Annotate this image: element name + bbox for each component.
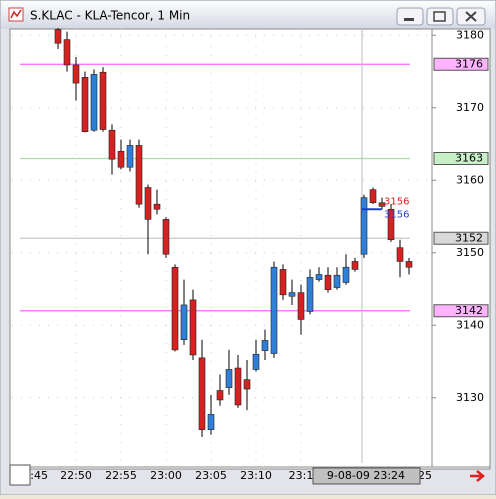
x-tick-label: 22:55: [105, 469, 137, 482]
candle-body: [324, 274, 332, 291]
close-glyph: [465, 11, 477, 22]
candle-body: [207, 414, 215, 430]
scroll-right-arrow[interactable]: [470, 470, 485, 482]
maximize-button[interactable]: [426, 7, 454, 26]
x-tick-label: 23:10: [240, 469, 272, 482]
level-label-box: [433, 152, 489, 165]
crosshair-time-box: [312, 467, 421, 485]
candle-body: [261, 340, 269, 351]
candle-body: [378, 202, 386, 207]
y-tick-label: 3150: [456, 246, 484, 259]
y-tick-label: 3130: [456, 391, 484, 404]
quote-label: 3156: [384, 196, 409, 207]
maximize-glyph: [433, 11, 446, 22]
chart-area: [9, 28, 491, 470]
window-buttons: [396, 7, 486, 26]
candle-body: [306, 277, 314, 312]
candle-body: [135, 145, 143, 205]
candle-body: [63, 39, 71, 66]
candle-body: [144, 187, 152, 220]
candle-body: [315, 274, 323, 280]
candle-body: [81, 77, 89, 132]
minimize-button[interactable]: [396, 7, 424, 26]
level-label: 3176: [455, 57, 483, 70]
candle-body: [252, 353, 260, 370]
candle-body: [171, 266, 179, 351]
candle-body: [234, 367, 242, 406]
y-tick-label: 3160: [456, 173, 484, 186]
level-label: 3152: [455, 231, 483, 244]
y-tick-label: 3140: [456, 318, 484, 331]
app-icon-glyph: [10, 9, 22, 19]
level-label-box: [433, 304, 489, 318]
y-tick-label: 3180: [456, 28, 484, 41]
candle-body: [225, 369, 233, 388]
candle-body: [279, 269, 287, 296]
candle-body: [90, 74, 98, 131]
candle-body: [153, 203, 161, 210]
minimize-glyph: [404, 18, 414, 21]
candle-body: [72, 64, 80, 84]
x-tick-label: 23:1: [289, 469, 314, 482]
candle-body: [108, 129, 116, 160]
candle-body: [405, 261, 413, 268]
level-label: 3163: [455, 152, 483, 165]
candle-body: [369, 189, 377, 204]
candle-body: [162, 219, 170, 255]
candle-body: [189, 299, 197, 356]
candle-body: [54, 29, 62, 44]
x-tick-label: :45: [30, 469, 48, 482]
level-label-box: [433, 231, 489, 245]
candle-body: [216, 390, 224, 401]
candle-body: [288, 292, 296, 297]
candle-body: [99, 71, 107, 130]
level-label: 3142: [455, 304, 483, 317]
candle-body: [333, 274, 341, 288]
quote-label: 3156: [384, 209, 409, 220]
level-label-box: [433, 57, 489, 71]
crosshair-time-label: 9-08-09 23:24: [327, 469, 405, 482]
y-tick-label: 3170: [456, 101, 484, 114]
candle-body: [351, 261, 359, 270]
candle-body: [180, 304, 188, 341]
window-title: S.KLAC - KLA-Tencor, 1 Min: [30, 9, 190, 23]
candle-body: [342, 266, 350, 283]
plot: 3130 3140 3150 3160 3170 3180 22:50 22:55 23:00 2…: [12, 28, 489, 485]
candle-body: [396, 247, 404, 262]
x-tick-label: 23:00: [150, 469, 182, 482]
candle-body: [270, 266, 278, 354]
corner-box[interactable]: [9, 464, 31, 486]
candle-body: [117, 150, 125, 168]
candle-body: [387, 208, 395, 241]
candle-body: [360, 197, 368, 255]
candle-body: [126, 145, 134, 168]
candle-body: [243, 379, 251, 390]
x-tick-label: 22:50: [60, 469, 92, 482]
x-tick-label: 23:05: [195, 469, 227, 482]
candle-body: [198, 357, 206, 430]
candle-body: [297, 292, 305, 320]
